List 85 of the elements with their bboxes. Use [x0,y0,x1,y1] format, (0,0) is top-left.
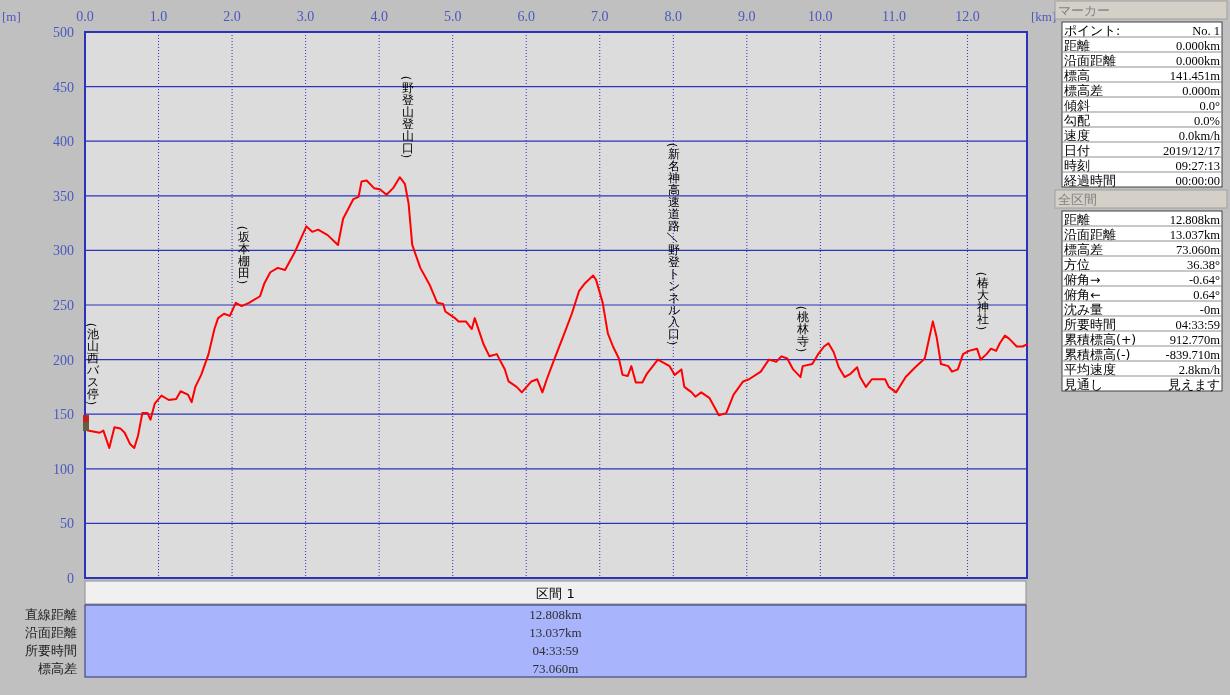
y-tick-label: 50 [60,516,74,532]
y-tick-label: 100 [53,461,74,477]
text: 沈み量 [1064,301,1103,317]
text: マーカー [1058,3,1110,18]
x-tick-label: 9.0 [738,9,756,24]
text: -0.64° [1188,272,1220,287]
text: 09:27:13 [1175,158,1220,173]
text: 73.060m [532,661,579,676]
x-tick-label: 4.0 [370,9,388,24]
text: 沿面距離 [25,625,77,640]
text: 見えます [1168,377,1220,392]
text: 距離 [1064,211,1090,227]
text: 見通し [1064,376,1103,392]
text: 全区間 [1058,192,1097,207]
x-tick-label: 3.0 [296,9,315,24]
annotation: （椿大神社） [975,264,990,337]
text: 区間 1 [536,586,575,601]
text: 標高 [1064,67,1090,83]
text: 標高差 [1064,82,1103,98]
text: 13.037km [529,625,582,640]
text: 04:33:59 [1175,317,1220,332]
x-axis-title: [km] [1031,9,1057,24]
y-tick-label: 200 [53,352,74,368]
text: 平均速度 [1064,361,1116,377]
text: 12.808km [529,607,582,622]
text: 傾斜 [1064,97,1090,113]
y-tick-label: 150 [53,407,74,423]
text: 00:00:00 [1175,173,1220,188]
y-tick-label: 0 [67,571,74,586]
text: 方位 [1064,256,1090,272]
y-tick-label: 250 [53,298,74,313]
text: 0.000km [1175,38,1221,53]
text: 俯角→ [1064,271,1101,287]
text: 時刻 [1064,157,1090,173]
text: 912.770m [1169,332,1221,347]
text: 距離 [1064,37,1090,53]
x-tick-label: 6.0 [517,9,535,24]
text: 0.0° [1199,98,1220,113]
y-axis-title: [m] [2,9,21,24]
text: -0m [1199,302,1221,317]
text: 12.808km [1169,212,1221,227]
text: 141.451m [1169,68,1221,83]
text: 沿面距離 [1064,52,1116,68]
y-tick-label: 300 [53,243,74,259]
y-tick-label: 350 [53,188,74,204]
text: 標高差 [1064,241,1103,257]
text: 所要時間 [1064,316,1116,332]
x-tick-label: 1.0 [149,9,168,24]
text: 標高差 [38,661,77,676]
text: 累積標高(-) [1064,346,1131,362]
text: 所要時間 [25,643,77,658]
text: 0.000km [1175,53,1221,68]
annotation: （桃林寺） [795,298,810,359]
text: 俯角← [1064,286,1101,302]
text: 2019/12/17 [1163,143,1220,158]
text: 直線距離 [25,607,77,622]
text: 勾配 [1064,112,1090,128]
text: 日付 [1064,142,1090,158]
text: 73.060m [1175,242,1221,257]
text: No. 1 [1192,23,1220,38]
text: 04:33:59 [532,643,579,658]
y-tick-label: 450 [53,79,74,95]
x-tick-label: 0.0 [76,9,94,24]
text: 速度 [1064,127,1090,143]
text: 0.64° [1193,287,1220,302]
y-tick-label: 400 [53,134,74,150]
text: 沿面距離 [1064,226,1116,242]
y-tick-label: 500 [53,25,74,40]
text: 0.000m [1182,83,1221,98]
x-tick-label: 8.0 [664,9,683,24]
text: 経過時間 [1063,172,1116,188]
x-tick-label: 10.0 [808,9,833,24]
text: -839.710m [1165,347,1221,362]
text: ポイント: [1064,22,1121,38]
x-tick-label: 12.0 [955,9,980,24]
text: 2.8km/h [1178,362,1221,377]
text: 累積標高(+) [1064,331,1137,347]
x-tick-label: 2.0 [223,9,241,24]
x-tick-label: 5.0 [443,9,462,24]
x-tick-label: 7.0 [591,9,609,24]
x-tick-label: 11.0 [881,9,906,24]
text: 0.0km/h [1178,128,1221,143]
text: 0.0% [1193,113,1220,128]
text: 36.38° [1186,257,1220,272]
text: 13.037km [1169,227,1221,242]
